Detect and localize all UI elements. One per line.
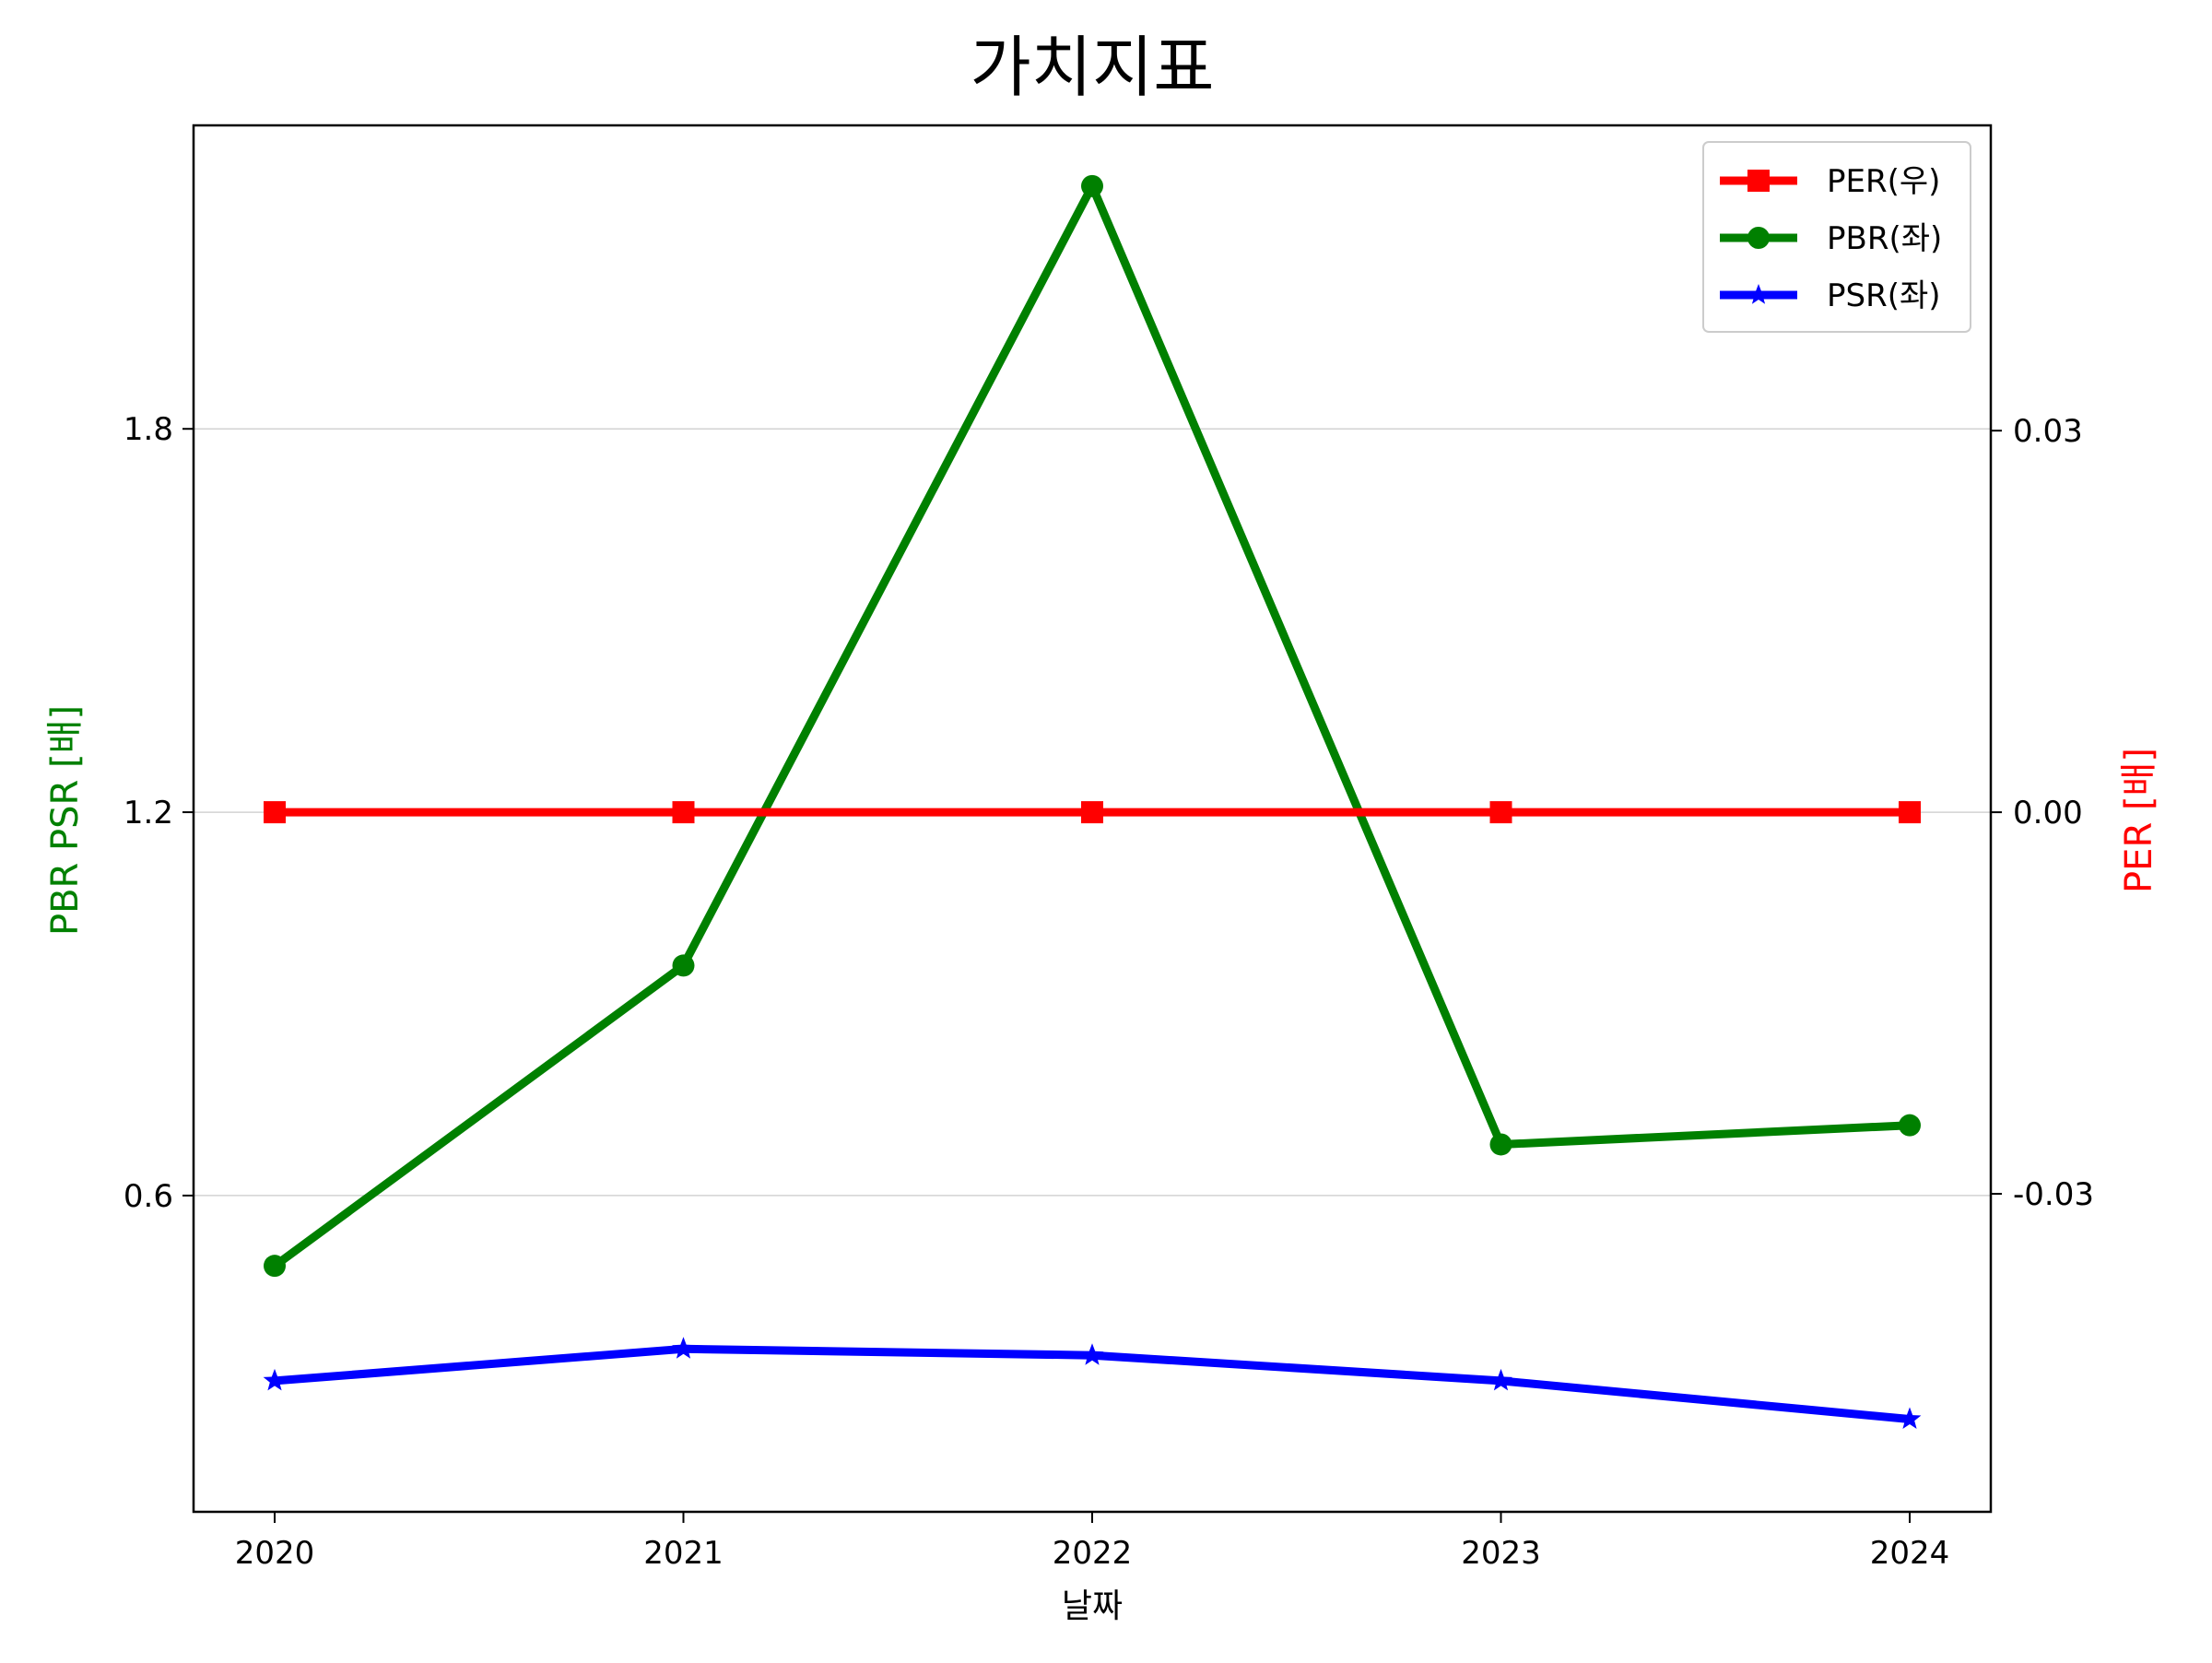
- y-tick-label-left: 1.8: [124, 411, 173, 448]
- x-tick-label: 2022: [1053, 1535, 1133, 1572]
- series-layer: [263, 174, 1922, 1429]
- y-tick-label-left: 0.6: [124, 1178, 173, 1215]
- legend: PER(우) PBR(좌) PSR(좌): [1702, 141, 1971, 333]
- axis-layer: 2020 2021 2022 2023 2024 0.6 1.2 1.8 -0.03 0.00 0.…: [124, 411, 2094, 1572]
- legend-label-per: PER(우): [1827, 163, 1940, 200]
- data-point-psr: [263, 1368, 287, 1391]
- data-point-pbr: [672, 954, 695, 977]
- y-tick-label-left: 1.2: [124, 795, 173, 832]
- data-point-per: [1489, 801, 1512, 824]
- data-point-per: [1081, 801, 1103, 824]
- y-tick-label-right: -0.03: [2013, 1176, 2094, 1213]
- legend-label-pbr: PBR(좌): [1827, 220, 1942, 257]
- data-point-psr: [1489, 1368, 1512, 1391]
- legend-box: [1702, 141, 1971, 333]
- x-tick-label: 2021: [643, 1535, 724, 1572]
- data-point-pbr: [1899, 1114, 1921, 1137]
- data-point-psr: [1080, 1343, 1104, 1365]
- x-axis-label: 날짜: [1062, 1587, 1123, 1625]
- x-tick-label: 2023: [1461, 1535, 1541, 1572]
- data-point-per: [264, 801, 286, 824]
- x-tick-label: 2020: [235, 1535, 315, 1572]
- y-axis-label-right: PER [배]: [2118, 748, 2160, 893]
- x-tick-label: 2024: [1870, 1535, 1950, 1572]
- data-point-pbr: [264, 1255, 286, 1278]
- data-point-per: [1899, 801, 1921, 824]
- legend-items: PER(우) PBR(좌) PSR(좌): [1720, 163, 1942, 314]
- data-point-psr: [1898, 1407, 1922, 1429]
- data-point-pbr: [1081, 174, 1103, 197]
- data-point-pbr: [1489, 1133, 1512, 1156]
- legend-marker-pbr: [1747, 227, 1770, 249]
- y-tick-label-right: 0.03: [2013, 413, 2083, 450]
- legend-marker-per: [1747, 170, 1770, 192]
- legend-marker-psr: [1747, 284, 1770, 304]
- y-axis-label-left: PBR PSR [배]: [44, 705, 87, 936]
- legend-label-psr: PSR(좌): [1827, 277, 1941, 314]
- data-point-per: [672, 801, 695, 824]
- chart-title: 가치지표: [971, 29, 1215, 106]
- y-tick-label-right: 0.00: [2013, 795, 2083, 832]
- data-point-psr: [672, 1337, 695, 1359]
